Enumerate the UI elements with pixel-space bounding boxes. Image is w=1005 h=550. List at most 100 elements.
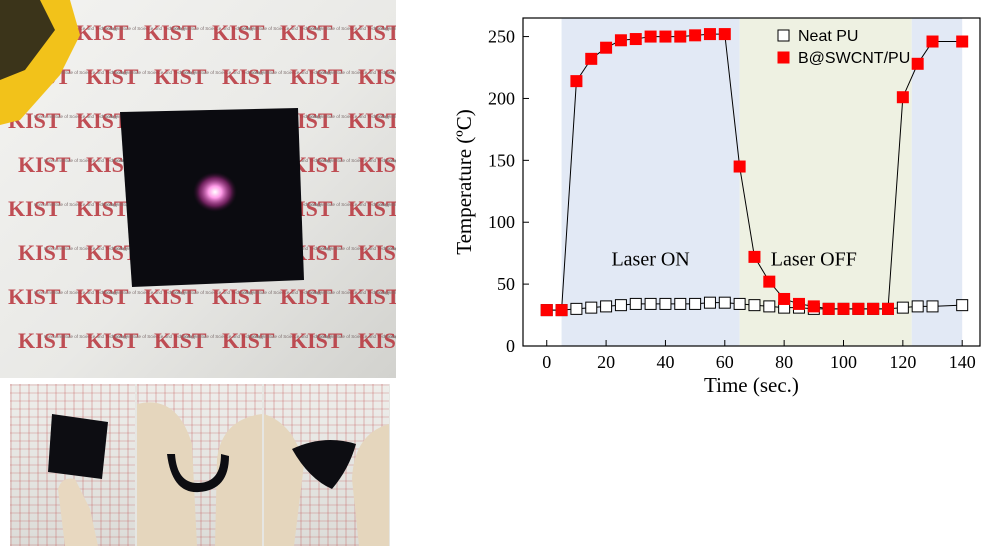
data-point-0 <box>600 300 613 313</box>
legend-marker-1 <box>777 51 790 64</box>
kist-logo-stamp: KIST <box>290 328 343 353</box>
data-point-1 <box>570 75 583 88</box>
kist-logo-stamp: KIST <box>18 152 71 177</box>
y-axis-label: Temperature (ºC) <box>452 109 476 255</box>
region-label-1: Laser OFF <box>771 249 857 271</box>
shaded-region-1 <box>739 18 912 346</box>
gloved-hand-icon <box>137 402 197 546</box>
data-point-0 <box>703 296 716 309</box>
data-point-1 <box>911 57 924 70</box>
kist-logo-subtext: Korea Institute of Science and Technolog… <box>180 334 265 339</box>
kist-logo-stamp: KIST <box>280 20 333 45</box>
data-point-0 <box>748 299 761 312</box>
data-point-1 <box>882 302 895 315</box>
kist-logo-subtext: Korea Institute of Science and Technolog… <box>34 202 119 207</box>
kist-logo-subtext: Korea Institute of Science and Technolog… <box>238 290 323 295</box>
data-point-1 <box>644 30 657 43</box>
kist-logo-subtext: Korea Institute of Science and Technolog… <box>44 334 129 339</box>
data-point-0 <box>956 299 969 312</box>
kist-logo-stamp: KIST <box>212 20 265 45</box>
flex-photo-bent <box>137 384 262 546</box>
y-tick-label: 200 <box>488 88 515 108</box>
kist-logo-subtext: Korea Institute of Science and Technolog… <box>180 70 265 75</box>
data-point-1 <box>718 28 731 41</box>
gloved-hand-icon <box>215 414 262 546</box>
kist-logo-subtext: Korea Institute of Science and Technolog… <box>112 70 197 75</box>
x-tick-label: 140 <box>949 352 976 372</box>
shaded-region-2 <box>911 18 963 346</box>
x-axis-label: Time (sec.) <box>704 373 799 397</box>
x-tick-label: 120 <box>889 352 916 372</box>
data-point-0 <box>629 297 642 310</box>
kist-logo-stamp: KIST <box>222 64 275 89</box>
x-tick-label: 60 <box>716 352 734 372</box>
data-point-1 <box>956 35 969 48</box>
kist-logo-subtext: Korea Institute of Science and Technolog… <box>374 114 396 119</box>
kist-logo-stamp: KIST <box>280 284 333 309</box>
kist-logo-subtext: Korea Institute of Science and Technolog… <box>248 334 333 339</box>
series-line-1 <box>546 33 963 311</box>
kist-logo-subtext: Korea Institute of Science and Technolog… <box>316 158 396 163</box>
data-point-1 <box>778 292 791 305</box>
data-point-1 <box>837 302 850 315</box>
kist-logo-stamp: KIST <box>212 284 265 309</box>
kist-logo-subtext: Korea Institute of Science and Technolog… <box>384 334 396 339</box>
kist-logo-subtext: Korea Institute of Science and Technolog… <box>384 70 396 75</box>
data-point-0 <box>570 302 583 315</box>
data-point-1 <box>614 34 627 47</box>
kist-logo-subtext: Korea Institute of Science and Technolog… <box>238 26 323 31</box>
data-point-0 <box>659 297 672 310</box>
legend-marker-0 <box>777 29 790 42</box>
x-tick-label: 20 <box>597 352 615 372</box>
y-tick-label: 150 <box>488 150 515 170</box>
kist-logo-subtext: Korea Institute of Science and Technolog… <box>316 70 396 75</box>
film-bent <box>167 454 229 493</box>
legend-label-1: B@SWCNT/PU <box>798 50 910 67</box>
flex-photo-flat <box>10 384 135 546</box>
data-point-0 <box>689 297 702 310</box>
legend-label-0: Neat PU <box>798 28 858 45</box>
film-flat <box>48 414 108 479</box>
x-tick-label: 100 <box>830 352 857 372</box>
kist-logo-subtext: Korea Institute of Science and Technolog… <box>306 114 391 119</box>
data-point-1 <box>585 52 598 65</box>
kist-logo-stamp: KIST <box>8 284 61 309</box>
kist-logo-subtext: Korea Institute of Science and Technolog… <box>316 334 396 339</box>
x-tick-label: 0 <box>542 352 551 372</box>
kist-logo-stamp: KIST <box>358 240 396 265</box>
data-point-1 <box>703 28 716 41</box>
kist-logo-stamp: KIST <box>144 284 197 309</box>
data-point-1 <box>852 302 865 315</box>
kist-logo-stamp: KIST <box>348 20 396 45</box>
data-point-1 <box>600 41 613 54</box>
kist-logo-subtext: Korea Institute of Science and Technolog… <box>34 290 119 295</box>
x-tick-label: 40 <box>656 352 674 372</box>
kist-logo-stamp: KIST <box>76 196 129 221</box>
data-point-0 <box>763 300 776 313</box>
kist-logo-subtext: Korea Institute of Science and Technolog… <box>316 246 396 251</box>
data-point-1 <box>867 302 880 315</box>
kist-logo-subtext: Korea Institute of Science and Technolog… <box>170 26 255 31</box>
kist-logo-subtext: Korea Institute of Science and Technolog… <box>102 26 187 31</box>
y-tick-label: 50 <box>497 274 515 294</box>
data-point-1 <box>763 275 776 288</box>
kist-logo-subtext: Korea Institute of Science and Technolog… <box>248 70 333 75</box>
gloved-hand-icon <box>264 414 304 546</box>
data-point-1 <box>896 91 909 104</box>
data-point-0 <box>585 301 598 314</box>
kist-logo-subtext: Korea Institute of Science and Technolog… <box>112 334 197 339</box>
laser-warning-mark <box>0 0 55 80</box>
gloved-hand-icon <box>352 424 389 546</box>
data-point-0 <box>896 301 909 314</box>
data-point-1 <box>926 35 939 48</box>
kist-logo-subtext: Korea Institute of Science and Technolog… <box>384 158 396 163</box>
data-point-1 <box>689 29 702 42</box>
kist-logo-stamp: KIST <box>358 152 396 177</box>
kist-logo-subtext: Korea Institute of Science and Technolog… <box>34 114 119 119</box>
gloved-hand-icon <box>58 478 98 546</box>
kist-logo-stamp: KIST <box>290 64 343 89</box>
data-point-1 <box>629 33 642 46</box>
data-point-1 <box>659 30 672 43</box>
